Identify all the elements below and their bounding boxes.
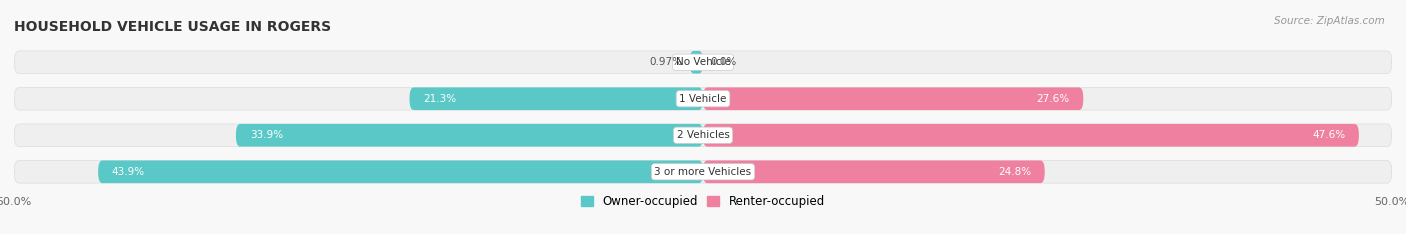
FancyBboxPatch shape [98, 161, 703, 183]
FancyBboxPatch shape [236, 124, 703, 146]
Text: 21.3%: 21.3% [423, 94, 457, 104]
Text: 1 Vehicle: 1 Vehicle [679, 94, 727, 104]
FancyBboxPatch shape [703, 88, 1083, 110]
Text: 24.8%: 24.8% [998, 167, 1031, 177]
FancyBboxPatch shape [703, 161, 1045, 183]
FancyBboxPatch shape [14, 161, 1392, 183]
FancyBboxPatch shape [14, 124, 1392, 146]
Text: HOUSEHOLD VEHICLE USAGE IN ROGERS: HOUSEHOLD VEHICLE USAGE IN ROGERS [14, 20, 332, 34]
Text: 43.9%: 43.9% [112, 167, 145, 177]
Legend: Owner-occupied, Renter-occupied: Owner-occupied, Renter-occupied [576, 190, 830, 213]
FancyBboxPatch shape [689, 51, 703, 73]
FancyBboxPatch shape [14, 88, 1392, 110]
Text: 0.0%: 0.0% [710, 57, 737, 67]
Text: 27.6%: 27.6% [1036, 94, 1070, 104]
FancyBboxPatch shape [703, 124, 1358, 146]
Text: 33.9%: 33.9% [250, 130, 283, 140]
Text: 3 or more Vehicles: 3 or more Vehicles [654, 167, 752, 177]
Text: 2 Vehicles: 2 Vehicles [676, 130, 730, 140]
Text: 0.97%: 0.97% [650, 57, 683, 67]
FancyBboxPatch shape [14, 51, 1392, 73]
Text: No Vehicle: No Vehicle [675, 57, 731, 67]
FancyBboxPatch shape [409, 88, 703, 110]
Text: Source: ZipAtlas.com: Source: ZipAtlas.com [1274, 16, 1385, 26]
Text: 47.6%: 47.6% [1312, 130, 1346, 140]
